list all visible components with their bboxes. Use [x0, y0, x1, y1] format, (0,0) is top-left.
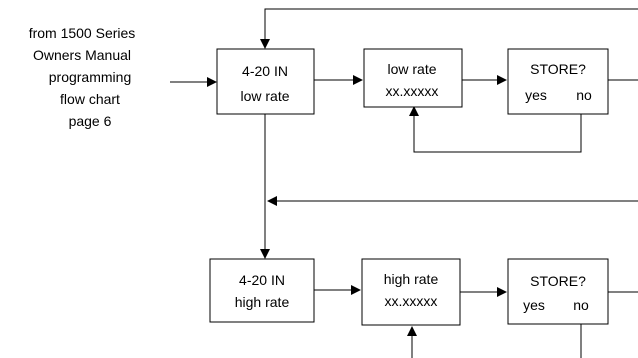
low-rate-line1: low rate: [387, 61, 436, 77]
intro-line-3: programming: [49, 69, 131, 85]
connectors: [170, 8, 638, 358]
high-store-label: STORE?: [530, 273, 586, 289]
intro-text: from 1500 Series Owners Manual programmi…: [29, 25, 136, 129]
high-in-line2: high rate: [235, 294, 290, 310]
arrow-low-no-loop: [409, 106, 582, 153]
high-store-no: no: [573, 297, 589, 313]
low-in-line1: 4-20 IN: [242, 63, 288, 79]
intro-line-2: Owners Manual: [33, 47, 131, 63]
low-in-line2: low rate: [240, 88, 289, 104]
low-store-label: STORE?: [530, 61, 586, 77]
intro-line-5: page 6: [69, 113, 112, 129]
high-rate-line1: high rate: [384, 271, 439, 287]
high-rate-line2: xx.xxxxx: [385, 293, 438, 309]
low-rate-line2: xx.xxxxx: [386, 83, 439, 99]
low-store-no: no: [576, 87, 592, 103]
box-high-in: [209, 258, 315, 323]
intro-line-4: flow chart: [60, 91, 120, 107]
box-high-rate: [361, 258, 461, 326]
high-store-yes: yes: [523, 297, 545, 313]
box-high-store: [507, 258, 609, 325]
intro-line-1: from 1500 Series: [29, 25, 136, 41]
box-low-rate: [363, 48, 463, 108]
box-low-store: [507, 48, 609, 115]
arrow-top-return: [260, 8, 638, 49]
box-low-in: [216, 48, 315, 115]
low-store-yes: yes: [525, 87, 547, 103]
high-in-line1: 4-20 IN: [239, 272, 285, 288]
